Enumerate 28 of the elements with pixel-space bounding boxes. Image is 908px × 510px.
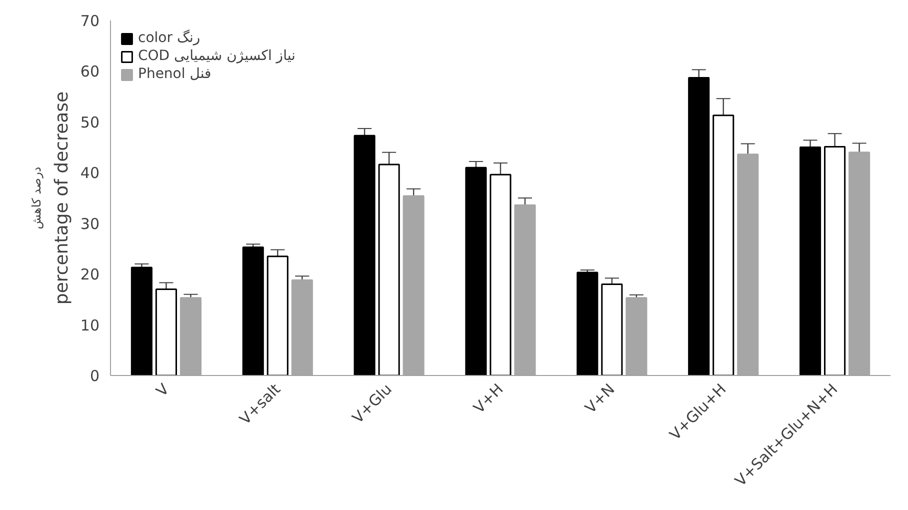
y-tick-label: 30 [80, 214, 100, 233]
y-tick-label: 60 [80, 62, 100, 81]
legend-label: color رنگ [138, 30, 200, 46]
bar [242, 246, 264, 376]
bar [688, 77, 710, 376]
y-tick-label: 50 [80, 113, 100, 132]
y-tick-label: 70 [80, 12, 100, 30]
bar [576, 272, 598, 376]
bar [266, 256, 288, 376]
bar [824, 146, 846, 376]
legend-label: COD نیاز اکسیژن شیمیایی [138, 48, 296, 64]
bar [799, 146, 822, 376]
bar [601, 283, 623, 376]
bar [490, 174, 512, 376]
bar [130, 266, 152, 376]
y-tick-label: 20 [80, 266, 100, 284]
bar [155, 288, 177, 376]
y-axis-title: percentage of decrease [51, 91, 72, 305]
text: درصد کاهش [30, 166, 44, 230]
x-tick-label: V [152, 380, 174, 400]
y-tick-label: 0 [90, 367, 100, 385]
y-tick-label: 10 [80, 316, 100, 334]
bar [712, 114, 734, 376]
bar [378, 164, 400, 376]
bar [354, 134, 376, 376]
bar [465, 166, 487, 376]
y-tick-label: 40 [80, 164, 100, 182]
legend-label: Phenol فنل [138, 66, 212, 82]
